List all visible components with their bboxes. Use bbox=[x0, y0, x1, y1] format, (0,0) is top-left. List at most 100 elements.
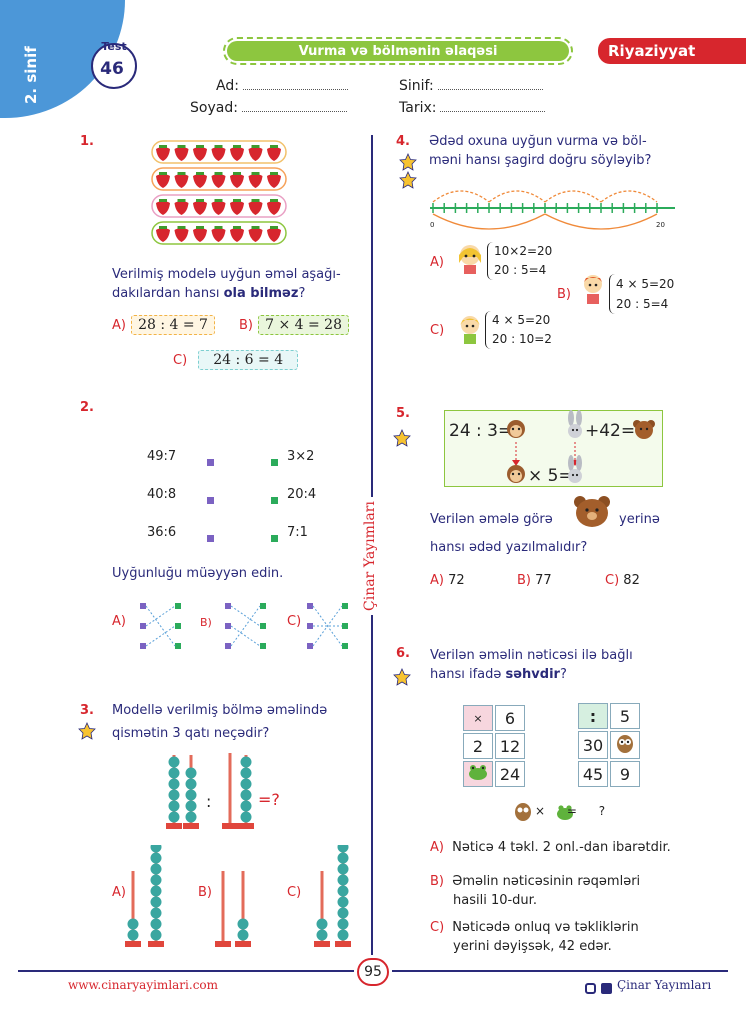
strawberry-leaf bbox=[251, 199, 260, 202]
q2-option-a[interactable]: A) bbox=[112, 614, 126, 629]
strawberry-leaf bbox=[214, 199, 223, 202]
surname-label: Soyad: bbox=[190, 100, 238, 116]
q4-option-c-label[interactable]: C) bbox=[430, 323, 445, 338]
strawberry-model bbox=[151, 140, 287, 245]
name-field[interactable] bbox=[242, 80, 348, 90]
q2-right-1: 3×2 bbox=[287, 449, 315, 464]
q1-option-a[interactable]: A) 28 : 4 = 7 bbox=[112, 314, 215, 335]
publisher-name: Çinar Yayımları bbox=[617, 978, 712, 992]
abacus-2-bead bbox=[185, 778, 197, 790]
q2-instruction: Uyğunluğu müəyyən edin. bbox=[112, 566, 284, 581]
opt-a-2-bead bbox=[150, 874, 162, 886]
strawberry-icon bbox=[267, 147, 281, 161]
owl-icon bbox=[610, 731, 640, 759]
q5-option-b[interactable]: B) 77 bbox=[517, 573, 552, 588]
opt-c-2-bead bbox=[337, 929, 349, 941]
opt-a-2-bead bbox=[150, 918, 162, 930]
q1-bold: ola bilməz bbox=[223, 286, 299, 301]
q6-option-a[interactable]: A) Nəticə 4 təkl. 2 onl.-dan ibarətdir. bbox=[430, 840, 671, 855]
q3-option-a[interactable]: A) bbox=[112, 885, 126, 900]
opt-c-2-bead bbox=[337, 885, 349, 897]
opt-b-2-base bbox=[235, 941, 251, 947]
opt-c-1-base bbox=[314, 941, 330, 947]
girl-blonde-avatar-icon bbox=[460, 316, 480, 344]
opt-c-2-bead bbox=[337, 907, 349, 919]
q5-expr1: 24 : 3= bbox=[449, 421, 513, 441]
strawberry-leaf bbox=[196, 226, 204, 229]
q5-line2: hansı ədəd yazılmalıdır? bbox=[430, 540, 588, 555]
opt-a-2-bead bbox=[150, 885, 162, 897]
opt-c-1-bead bbox=[316, 918, 328, 930]
opt-a-2-base bbox=[148, 941, 164, 947]
opt-a-1-bead bbox=[127, 918, 139, 930]
opt-c-1-rod bbox=[320, 871, 324, 941]
opt-a-2-bead bbox=[150, 845, 162, 853]
q5-option-c[interactable]: C) 82 bbox=[605, 573, 640, 588]
q1-line1: Verilmiş modelə uyğun əməl aşağı- bbox=[112, 267, 341, 282]
opt-a-1-rod bbox=[131, 871, 135, 941]
date-field[interactable] bbox=[440, 102, 546, 112]
q6-option-b[interactable]: B) Əməlin nəticəsinin rəqəmləri hasili 1… bbox=[430, 874, 641, 908]
abacus-2-bead bbox=[185, 800, 197, 812]
jump-arc-top bbox=[488, 190, 546, 203]
strawberry-leaf bbox=[270, 226, 278, 229]
q1-option-c[interactable]: C) 24 : 6 = 4 bbox=[173, 349, 299, 370]
strawberry-leaf bbox=[270, 145, 278, 148]
class-label: Sinif: bbox=[399, 78, 434, 94]
q5-number: 5. bbox=[396, 406, 410, 421]
surname-field[interactable] bbox=[241, 102, 347, 112]
q3-option-abaci bbox=[125, 845, 351, 947]
strawberry-icon bbox=[230, 201, 244, 215]
strawberry-icon bbox=[193, 147, 207, 161]
opt-a-2-bead bbox=[150, 907, 162, 919]
q2-option-b[interactable]: B) bbox=[200, 616, 212, 629]
abacus-2-base bbox=[183, 823, 199, 829]
jump-arc-bottom bbox=[544, 213, 658, 230]
strawberry-leaf bbox=[233, 199, 241, 202]
strawberry-leaf bbox=[196, 199, 204, 202]
strawberry-icon bbox=[267, 228, 281, 242]
strawberry-icon bbox=[248, 201, 263, 215]
q4-option-a-label[interactable]: A) bbox=[430, 255, 444, 270]
q2-left-2: 40:8 bbox=[147, 487, 177, 502]
jump-arc-top bbox=[544, 190, 602, 203]
q1-option-b[interactable]: B) 7 × 4 = 28 bbox=[239, 314, 349, 335]
strawberry-leaf bbox=[177, 226, 186, 229]
q2-matching-diagrams bbox=[140, 603, 348, 649]
q4-option-b-label[interactable]: B) bbox=[557, 287, 571, 302]
q5-line1b: yerinə bbox=[619, 512, 660, 527]
strawberry-leaf bbox=[177, 172, 186, 175]
social-icons bbox=[585, 979, 613, 998]
strawberry-icon bbox=[230, 228, 244, 242]
q2-option-c[interactable]: C) bbox=[287, 614, 302, 629]
test-number: 46 bbox=[100, 59, 124, 79]
class-field[interactable] bbox=[437, 80, 543, 90]
abacus-2-bead bbox=[185, 811, 197, 823]
website-link[interactable]: www.cinaryayimlari.com bbox=[68, 978, 219, 992]
q4-c-line1: 4 × 5=20 bbox=[492, 313, 551, 327]
bear-icon bbox=[633, 420, 655, 439]
q3-option-c[interactable]: C) bbox=[287, 885, 302, 900]
strawberry-leaf bbox=[196, 172, 204, 175]
abacus-2-bead bbox=[185, 767, 197, 779]
jump-arc-top bbox=[600, 190, 658, 203]
topic-banner: Vurma və bölmənin əlaqəsi bbox=[223, 37, 573, 65]
abacus-4-bead bbox=[240, 800, 252, 812]
abacus-1-bead bbox=[168, 756, 180, 768]
rabbit-icon-2 bbox=[568, 455, 582, 483]
q2-right-3: 7:1 bbox=[287, 525, 308, 540]
q3-option-b[interactable]: B) bbox=[198, 885, 212, 900]
strawberry-icon bbox=[193, 201, 207, 215]
strawberry-leaf bbox=[233, 145, 241, 148]
q4-number-line bbox=[430, 190, 675, 230]
rabbit-icon bbox=[568, 410, 582, 438]
bear-icon-large bbox=[574, 496, 610, 527]
strawberry-icon bbox=[248, 147, 263, 161]
q4-number: 4. bbox=[396, 134, 410, 149]
q4-a-line1: 10×2=20 bbox=[494, 244, 553, 258]
opt-a-2-bead bbox=[150, 863, 162, 875]
q6-option-c[interactable]: C) Nəticədə onluq və təkliklərin yerini … bbox=[430, 920, 639, 954]
strawberry-icon bbox=[193, 174, 207, 188]
abacus-1-bead bbox=[168, 800, 180, 812]
q5-option-a[interactable]: A) 72 bbox=[430, 573, 465, 588]
